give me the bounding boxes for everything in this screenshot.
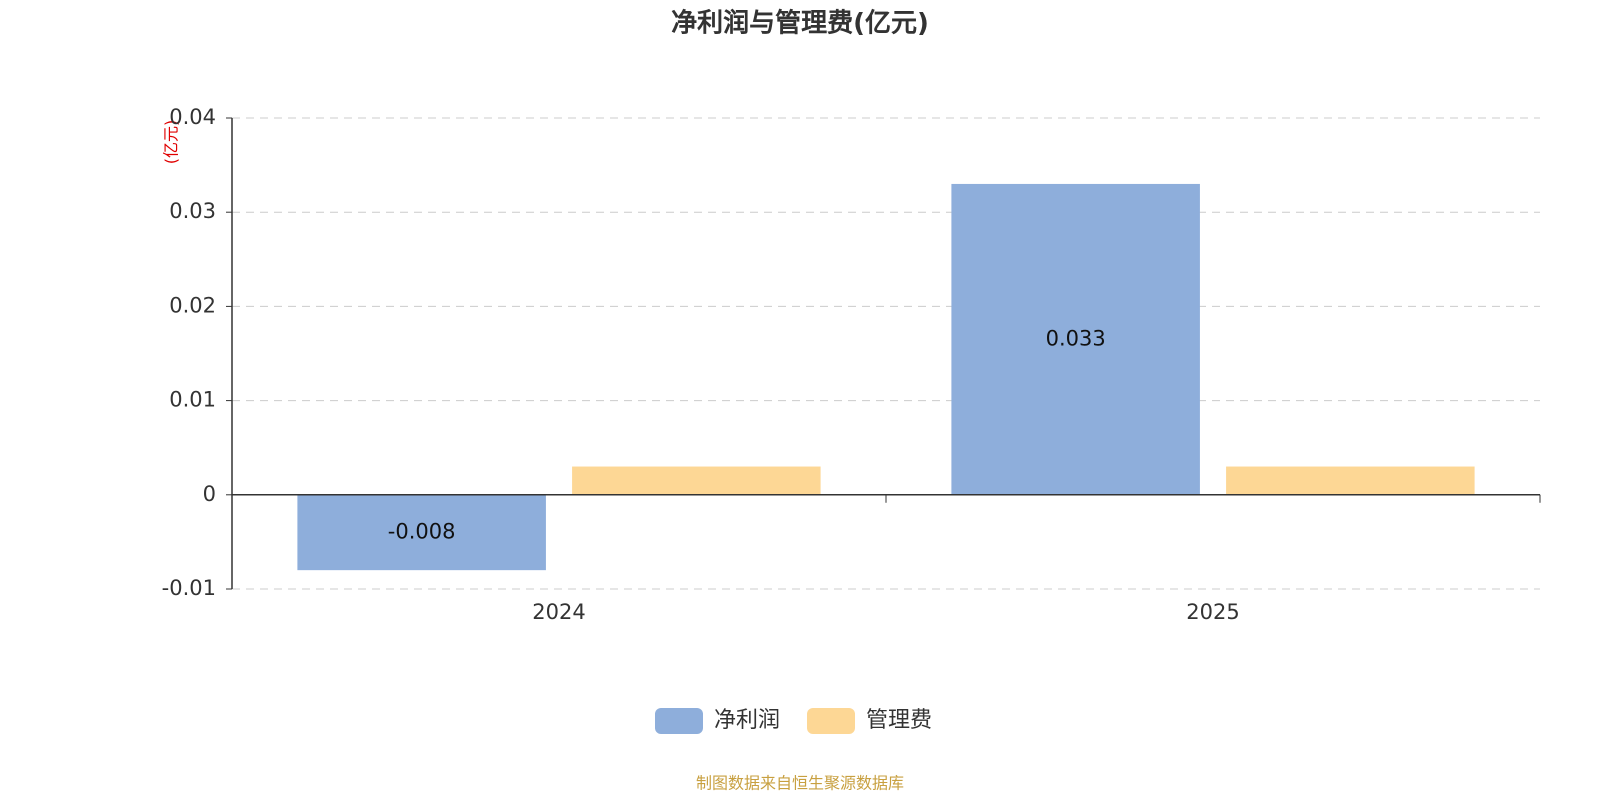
source-note: 制图数据来自恒生聚源数据库: [696, 774, 904, 793]
data-label: 0.033: [1046, 326, 1106, 350]
y-unit-label: (亿元): [162, 120, 181, 165]
legend-swatch: [655, 708, 703, 734]
bar: [297, 494, 546, 571]
y-tick-label: 0.01: [169, 388, 216, 412]
bar: [572, 466, 821, 495]
legend-label: 净利润: [714, 708, 780, 733]
bar: [951, 183, 1200, 495]
x-tick-label: 2025: [1186, 600, 1239, 624]
y-tick-label: 0.03: [169, 199, 216, 223]
legend-label: 管理费: [866, 708, 932, 733]
y-tick-label: 0.02: [169, 293, 216, 317]
y-tick-label: 0.04: [169, 105, 216, 129]
x-tick-label: 2024: [532, 600, 585, 624]
data-label: -0.008: [388, 519, 456, 543]
chart-title: 净利润与管理费(亿元): [671, 8, 929, 39]
bar: [1226, 466, 1475, 495]
y-tick-label: 0: [203, 482, 216, 506]
y-tick-label: -0.01: [162, 576, 216, 600]
legend-swatch: [807, 708, 855, 734]
